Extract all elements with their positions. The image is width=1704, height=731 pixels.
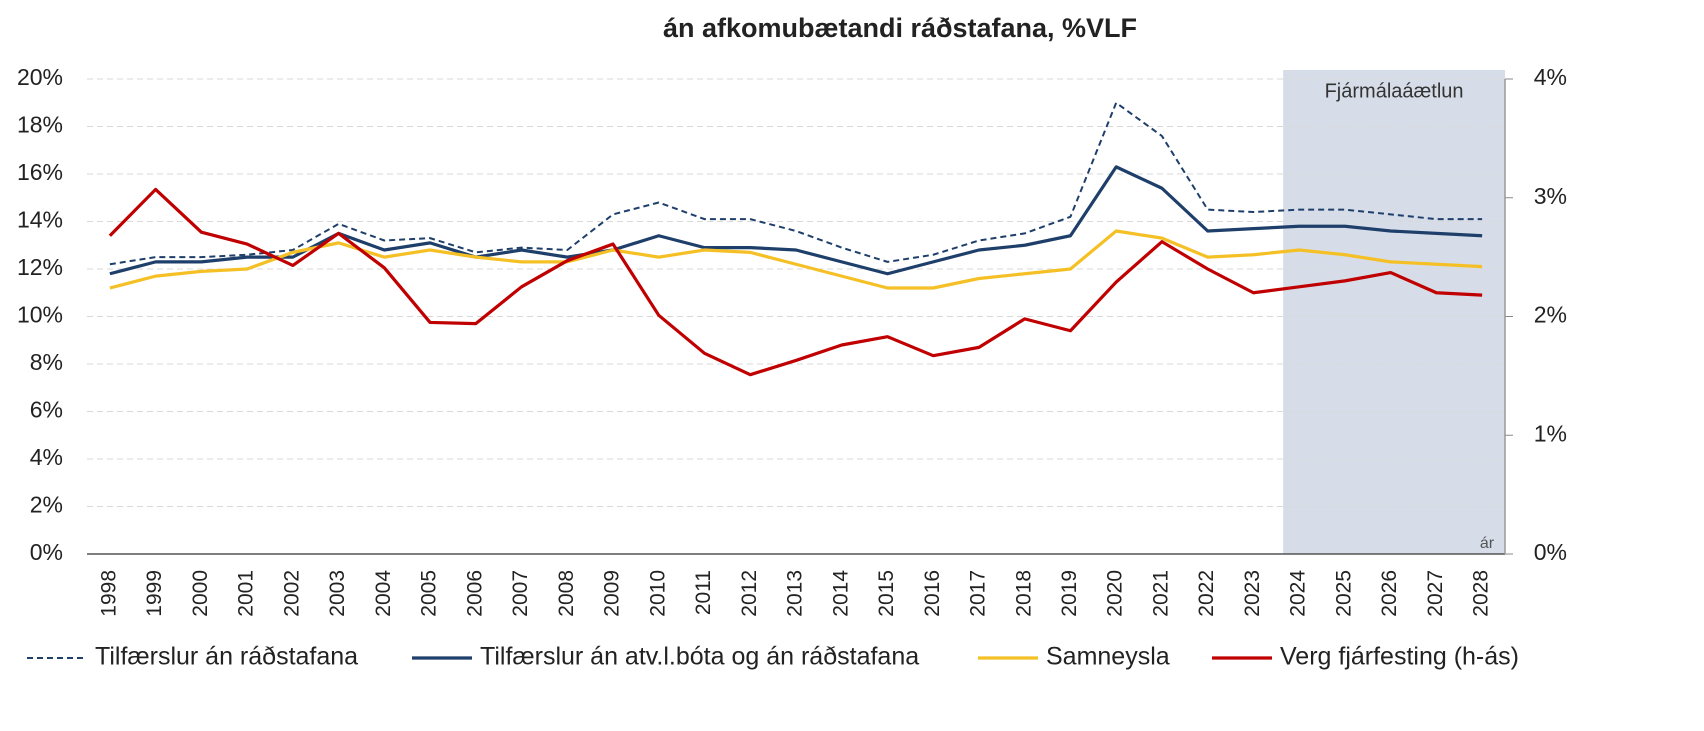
y-tick-label: 0%	[30, 539, 63, 565]
legend-label: Verg fjárfesting (h-ás)	[1280, 643, 1519, 671]
y-tick-label: 6%	[30, 397, 63, 423]
forecast-label: Fjármálaáætlun	[1325, 80, 1464, 102]
x-tick-label: 2020	[1104, 570, 1127, 617]
x-tick-label: 2025	[1332, 570, 1355, 617]
x-tick-label: 2014	[829, 570, 852, 617]
x-tick-label: 2007	[509, 570, 532, 617]
y-tick-label: 4%	[30, 444, 63, 470]
chart-title: án afkomubætandi ráðstafana, %VLF	[663, 13, 1137, 43]
x-tick-label: 2008	[555, 570, 578, 617]
x-tick-label: 2024	[1287, 570, 1310, 617]
x-tick-label: 2026	[1378, 570, 1401, 617]
legend-label: Tilfærslur án atv.l.bóta og án ráðstafan…	[480, 643, 919, 671]
x-tick-label: 2004	[372, 570, 395, 617]
x-tick-label: 2003	[326, 570, 349, 617]
x-tick-label: 2013	[784, 570, 807, 617]
series-line	[109, 165, 1483, 276]
x-tick-label: 2023	[1241, 570, 1264, 617]
series-line	[109, 101, 1483, 266]
x-tick-label: 2015	[875, 570, 898, 617]
y-tick-label: 14%	[17, 207, 63, 233]
y-tick-label: 12%	[17, 254, 63, 280]
x-tick-label: 2019	[1058, 570, 1081, 617]
x-tick-label: 1998	[97, 570, 120, 617]
x-tick-label: 2001	[235, 570, 258, 617]
y2-tick-label: 1%	[1534, 420, 1567, 446]
x-axis-label: ár	[1480, 535, 1495, 552]
y-tick-label: 2%	[30, 492, 63, 518]
forecast-region	[1283, 70, 1505, 554]
x-tick-label: 2027	[1424, 570, 1447, 617]
y-tick-label: 10%	[17, 302, 63, 328]
x-tick-label: 1999	[143, 570, 166, 617]
x-tick-label: 2021	[1149, 570, 1172, 617]
y-tick-label: 18%	[17, 112, 63, 138]
y-tick-label: 8%	[30, 349, 63, 375]
x-tick-label: 2012	[738, 570, 761, 617]
series-line	[108, 187, 1483, 377]
y-tick-label: 20%	[17, 64, 63, 90]
x-tick-label: 2016	[921, 570, 944, 617]
x-tick-label: 2006	[463, 570, 486, 617]
x-tick-label: 2017	[967, 570, 990, 617]
x-tick-label: 2028	[1470, 570, 1493, 617]
x-tick-label: 2002	[280, 570, 303, 617]
x-tick-label: 2022	[1195, 570, 1218, 617]
x-tick-label: 2018	[1012, 570, 1035, 617]
x-tick-label: 2011	[692, 570, 715, 615]
y2-tick-label: 4%	[1534, 64, 1567, 90]
legend-label: Samneysla	[1046, 643, 1170, 671]
x-tick-label: 2000	[189, 570, 212, 617]
y-tick-label: 16%	[17, 159, 63, 185]
y2-tick-label: 2%	[1534, 302, 1567, 328]
x-tick-label: 2010	[646, 570, 669, 617]
legend-label: Tilfærslur án ráðstafana	[95, 643, 358, 671]
x-tick-label: 2009	[601, 570, 624, 617]
y2-tick-label: 0%	[1534, 539, 1567, 565]
y2-tick-label: 3%	[1534, 183, 1567, 209]
x-tick-label: 2005	[418, 570, 441, 617]
series-line	[109, 229, 1483, 290]
